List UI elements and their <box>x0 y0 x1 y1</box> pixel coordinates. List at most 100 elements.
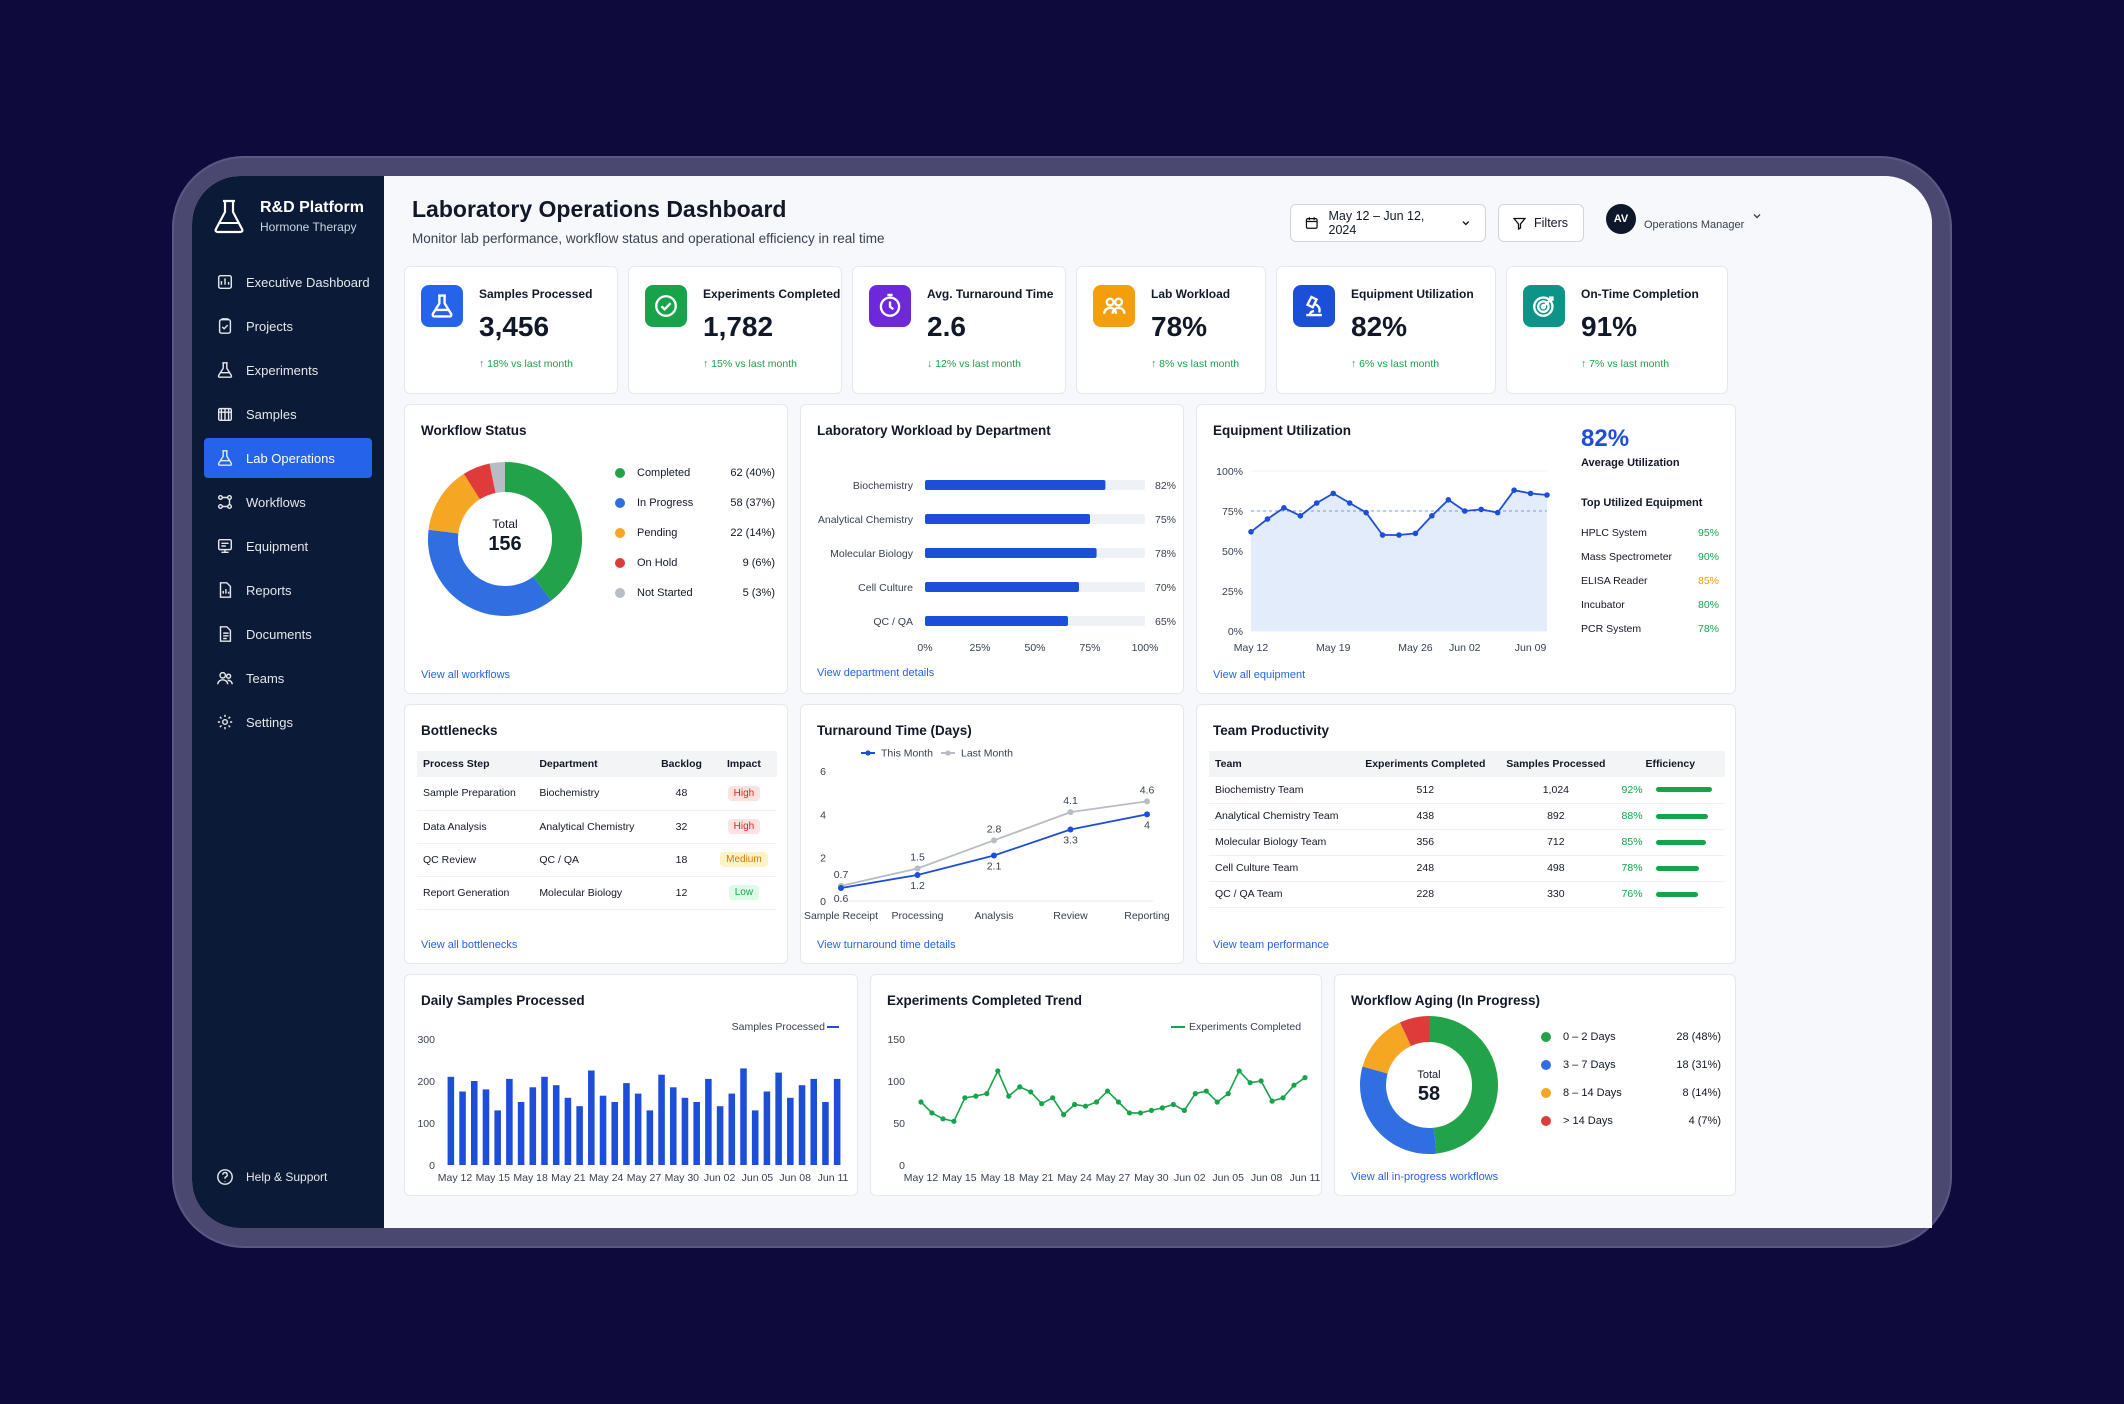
donut-slice-14-days[interactable] <box>1400 1016 1430 1047</box>
daily-bar[interactable] <box>751 1110 759 1165</box>
daily-bar[interactable] <box>740 1068 747 1165</box>
daily-bar[interactable] <box>728 1093 736 1165</box>
daily-bar[interactable] <box>541 1076 548 1165</box>
data-point[interactable] <box>1429 513 1435 519</box>
sidebar-item-lab-operations[interactable]: Lab Operations <box>204 438 372 478</box>
data-point[interactable] <box>1511 487 1517 493</box>
data-point[interactable] <box>1247 1080 1253 1086</box>
daily-bar[interactable] <box>482 1089 490 1165</box>
data-point[interactable] <box>1137 1110 1144 1116</box>
data-point[interactable] <box>914 872 921 878</box>
bar-molecular-biology[interactable] <box>925 548 1097 558</box>
data-point[interactable] <box>1017 1084 1023 1090</box>
daily-bar[interactable] <box>611 1102 619 1165</box>
data-point[interactable] <box>1264 516 1271 522</box>
data-point[interactable] <box>1159 1105 1165 1111</box>
data-point[interactable] <box>991 837 997 844</box>
daily-bar[interactable] <box>646 1110 654 1165</box>
table-row[interactable]: QC / QA Team 228 330 76% <box>1209 881 1725 908</box>
data-point[interactable] <box>1144 798 1150 805</box>
table-row[interactable]: Report Generation Molecular Biology 12 Low <box>417 876 777 910</box>
data-point[interactable] <box>1181 1107 1187 1113</box>
daily-bar[interactable] <box>588 1070 595 1166</box>
kpi-card[interactable]: Lab Workload 78% ↑ 8% vs last month <box>1076 266 1266 394</box>
daily-bar[interactable] <box>459 1091 466 1166</box>
data-point[interactable] <box>1115 1099 1122 1105</box>
bar-biochemistry[interactable] <box>925 480 1106 490</box>
view-team-performance-link[interactable]: View team performance <box>1213 939 1329 951</box>
sidebar-item-experiments[interactable]: Experiments <box>204 350 372 390</box>
daily-bar[interactable] <box>763 1091 771 1166</box>
sidebar-item-equipment[interactable]: Equipment <box>204 526 372 566</box>
sidebar-item-executive-dashboard[interactable]: Executive Dashboard <box>204 262 372 302</box>
data-point[interactable] <box>984 1091 990 1097</box>
daily-bar[interactable] <box>822 1102 829 1165</box>
view-turnaround-details-link[interactable]: View turnaround time details <box>817 939 956 951</box>
data-point[interactable] <box>1126 1110 1133 1116</box>
data-point[interactable] <box>1203 1088 1209 1094</box>
donut-slice-in-progress[interactable] <box>428 529 552 616</box>
data-point[interactable] <box>1006 1093 1012 1099</box>
data-point[interactable] <box>1544 492 1550 498</box>
data-point[interactable] <box>1461 508 1468 514</box>
brand[interactable]: R&D Platform Hormone Therapy <box>212 198 364 234</box>
data-point[interactable] <box>1363 509 1369 516</box>
view-all-equipment-link[interactable]: View all equipment <box>1213 669 1306 681</box>
data-point[interactable] <box>1192 1091 1198 1097</box>
data-point[interactable] <box>1291 1082 1297 1088</box>
data-point[interactable] <box>1039 1101 1045 1107</box>
data-point[interactable] <box>1330 490 1337 497</box>
data-point[interactable] <box>940 1116 946 1122</box>
daily-bar[interactable] <box>798 1085 806 1165</box>
table-row[interactable]: QC Review QC / QA 18 Medium <box>417 843 777 877</box>
data-point[interactable] <box>1258 1078 1264 1084</box>
daily-bar[interactable] <box>599 1095 607 1165</box>
table-row[interactable]: Cell Culture Team 248 498 78% <box>1209 855 1725 882</box>
data-point[interactable] <box>1028 1089 1034 1095</box>
data-point[interactable] <box>1072 1101 1078 1108</box>
data-point[interactable] <box>1067 809 1074 816</box>
data-point[interactable] <box>1302 1075 1308 1081</box>
daily-bar[interactable] <box>787 1097 794 1165</box>
bar-cell-culture[interactable] <box>925 582 1079 592</box>
view-all-workflows-link[interactable]: View all workflows <box>421 669 511 681</box>
data-point[interactable] <box>1280 1095 1286 1101</box>
daily-bar[interactable] <box>564 1097 572 1165</box>
data-point[interactable] <box>1281 505 1287 511</box>
sidebar-item-samples[interactable]: Samples <box>204 394 372 434</box>
sidebar-item-workflows[interactable]: Workflows <box>204 482 372 522</box>
data-point[interactable] <box>1478 506 1485 513</box>
data-point[interactable] <box>1104 1088 1111 1094</box>
sidebar-item-projects[interactable]: Projects <box>204 306 372 346</box>
daily-bar[interactable] <box>494 1110 501 1165</box>
data-point[interactable] <box>1248 529 1254 535</box>
data-point[interactable] <box>991 852 997 859</box>
data-point[interactable] <box>929 1110 935 1116</box>
data-point[interactable] <box>1412 530 1419 537</box>
kpi-card[interactable]: Samples Processed 3,456 ↑ 18% vs last mont… <box>404 266 618 394</box>
daily-bar[interactable] <box>658 1074 665 1165</box>
help-support-link[interactable]: Help & Support <box>216 1168 327 1186</box>
data-point[interactable] <box>1379 532 1386 538</box>
daily-bar[interactable] <box>669 1087 677 1165</box>
daily-bar[interactable] <box>693 1102 700 1165</box>
data-point[interactable] <box>1148 1107 1154 1113</box>
data-point[interactable] <box>1236 1068 1242 1074</box>
kpi-card[interactable]: Avg. Turnaround Time 2.6 ↓ 12% vs last mon… <box>852 266 1066 394</box>
daily-bar[interactable] <box>623 1083 630 1165</box>
donut-slice-not-started[interactable] <box>489 462 506 494</box>
donut-slice-completed[interactable] <box>504 462 582 601</box>
filters-button[interactable]: Filters <box>1498 204 1584 242</box>
data-point[interactable] <box>1445 497 1452 503</box>
view-department-details-link[interactable]: View department details <box>817 667 935 679</box>
kpi-card[interactable]: Experiments Completed 1,782 ↑ 15% vs last … <box>628 266 842 394</box>
data-point[interactable] <box>1297 513 1304 519</box>
daily-bar[interactable] <box>470 1081 478 1165</box>
data-point[interactable] <box>973 1093 979 1099</box>
data-point[interactable] <box>1527 490 1534 497</box>
donut-slice-3-7-days[interactable] <box>1360 1066 1437 1154</box>
table-row[interactable]: Data Analysis Analytical Chemistry 32 High <box>417 810 777 844</box>
data-point[interactable] <box>1269 1098 1275 1104</box>
daily-bar[interactable] <box>833 1078 841 1165</box>
date-range-picker[interactable]: May 12 – Jun 12, 2024 <box>1290 204 1486 242</box>
